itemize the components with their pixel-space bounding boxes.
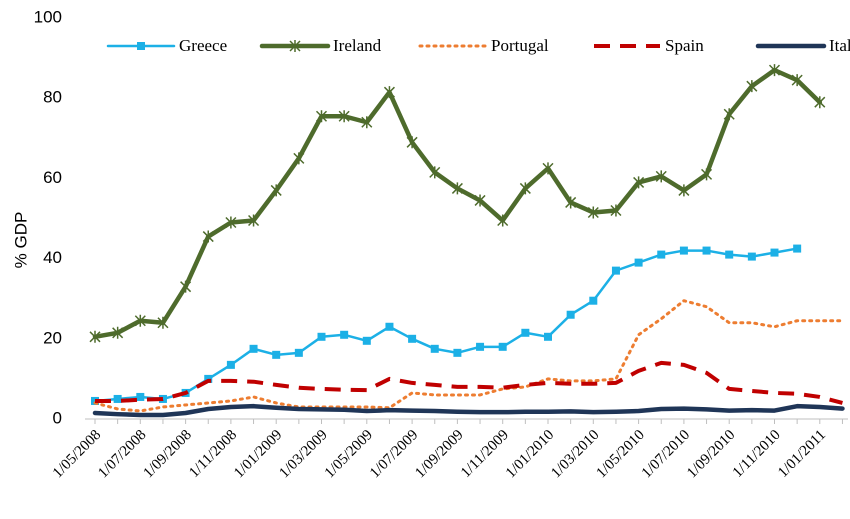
marker [725,250,734,259]
x-tick-label: 1/05/2009 [322,427,376,481]
series-line [95,360,843,405]
marker [521,328,530,337]
marker [746,80,758,93]
marker [566,310,575,319]
marker [634,258,643,267]
y-tick-label: 40 [43,248,62,267]
marker [113,394,122,403]
marker [542,162,554,175]
x-tick-label: 1/09/2010 [684,427,738,481]
marker [791,74,803,87]
marker [362,336,371,345]
x-tick-label: 1/01/2010 [503,427,557,481]
y-tick-label: 0 [53,408,62,427]
y-tick-label: 100 [34,7,62,26]
series-line [92,403,845,418]
marker [476,342,485,351]
marker [134,314,146,327]
marker [678,184,690,197]
x-tick-label: 1/11/2008 [186,427,240,481]
marker [451,182,463,195]
marker [248,214,260,227]
marker [226,360,235,369]
marker [157,316,169,329]
series-line [92,67,823,340]
marker [272,350,281,359]
marker [249,344,258,353]
marker [657,250,666,259]
y-axis-label: % GDP [11,212,30,269]
marker [701,168,713,181]
x-tick-label: 1/03/2010 [548,427,602,481]
y-tick-label: 20 [43,328,62,347]
y-tick-label: 60 [43,168,62,187]
marker [565,196,577,209]
marker [770,248,779,257]
marker [112,326,124,339]
marker [747,252,756,261]
marker [453,348,462,357]
marker [315,110,328,123]
y-tick-label: 80 [43,88,62,107]
marker [589,296,598,305]
marker [793,244,802,253]
x-tick-label: 1/05/2008 [50,427,104,481]
marker [723,108,735,121]
x-tick-label: 1/05/2010 [594,427,648,481]
marker [89,330,101,343]
x-tick-label: 1/09/2008 [141,427,195,481]
legend-label: Greece [179,36,227,55]
series-line [93,247,799,403]
marker [385,322,394,331]
marker [474,194,486,207]
marker [294,348,303,357]
marker [225,216,237,229]
marker [430,344,439,353]
marker [679,246,688,255]
marker [768,64,781,77]
marker [544,332,552,341]
marker [202,230,214,243]
legend-marker [289,40,301,52]
marker [270,184,282,197]
marker [293,152,305,165]
marker [814,96,826,109]
x-tick-label: 1/11/2010 [730,427,784,481]
marker [655,170,667,183]
marker [340,330,349,339]
marker [498,342,507,351]
marker [180,280,192,293]
legend-label: Portugal [491,36,549,55]
marker [633,176,645,189]
x-tick-label: 1/01/2011 [775,427,829,481]
marker [338,110,350,123]
x-tick-label: 1/07/2008 [95,427,149,481]
x-tick-label: 1/07/2010 [639,427,693,481]
legend-label: Spain [665,36,704,55]
marker [587,206,599,219]
legend-label: Italy [829,36,850,55]
marker [429,166,441,179]
x-tick-label: 1/11/2009 [458,427,512,481]
legend-label: Ireland [333,36,382,55]
x-tick-label: 1/03/2009 [276,427,330,481]
x-tick-label: 1/01/2009 [231,427,285,481]
marker [611,266,620,275]
marker [519,182,531,195]
marker [136,392,145,401]
marker [702,246,711,255]
x-tick-label: 1/09/2009 [412,427,466,481]
series-line [93,299,844,413]
marker [361,116,373,129]
marker [317,332,326,341]
marker [383,86,395,99]
marker [406,136,418,149]
marker [610,204,622,217]
marker [408,334,417,343]
marker [497,214,509,227]
x-tick-label: 1/07/2009 [367,427,421,481]
legend-marker [137,42,145,50]
marker [204,374,213,383]
